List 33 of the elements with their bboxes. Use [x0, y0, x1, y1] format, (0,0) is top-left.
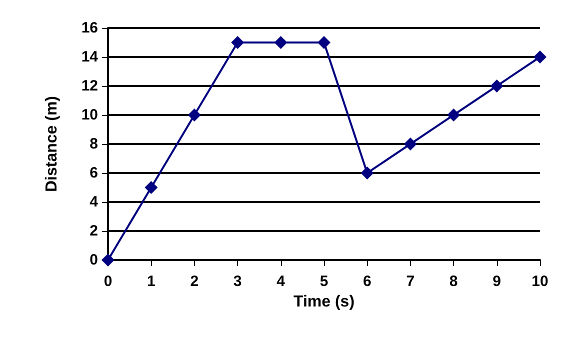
point	[534, 50, 546, 64]
x-axis-title: Time (s)	[293, 294, 355, 310]
x-tick-label: 8	[449, 273, 458, 290]
y-tick-label: 2	[90, 222, 98, 240]
y-tick-label: 12	[81, 78, 98, 94]
y-tick-label: 10	[81, 106, 98, 124]
point	[274, 36, 288, 49]
point	[404, 138, 417, 150]
point	[490, 80, 504, 92]
x-tick-label: 2	[190, 273, 199, 290]
point	[447, 108, 460, 122]
y-axis-title: Distance (m)	[44, 96, 60, 192]
point	[318, 36, 330, 49]
point	[231, 36, 244, 49]
x-tick-label: 3	[233, 273, 242, 290]
point	[360, 166, 374, 180]
point	[144, 181, 158, 194]
y-tick-label: 6	[90, 164, 98, 182]
x-tick-label: 9	[492, 273, 501, 290]
point	[188, 108, 201, 122]
x-tick-label: 5	[320, 273, 328, 290]
x-tick-label: 1	[147, 273, 156, 290]
x-tick-label: 10	[532, 273, 548, 290]
x-tick-label: 4	[276, 273, 286, 290]
y-tick-label: 8	[90, 136, 98, 152]
point	[102, 254, 114, 266]
y-tick-label: 4	[90, 194, 99, 210]
y-tick-label: 0	[90, 252, 98, 268]
x-tick-label: 0	[104, 273, 112, 290]
y-tick-label: 16	[81, 20, 98, 36]
y-tick-label: 14	[81, 48, 99, 66]
x-tick-label: 6	[363, 273, 372, 290]
x-tick-label: 7	[406, 273, 415, 290]
